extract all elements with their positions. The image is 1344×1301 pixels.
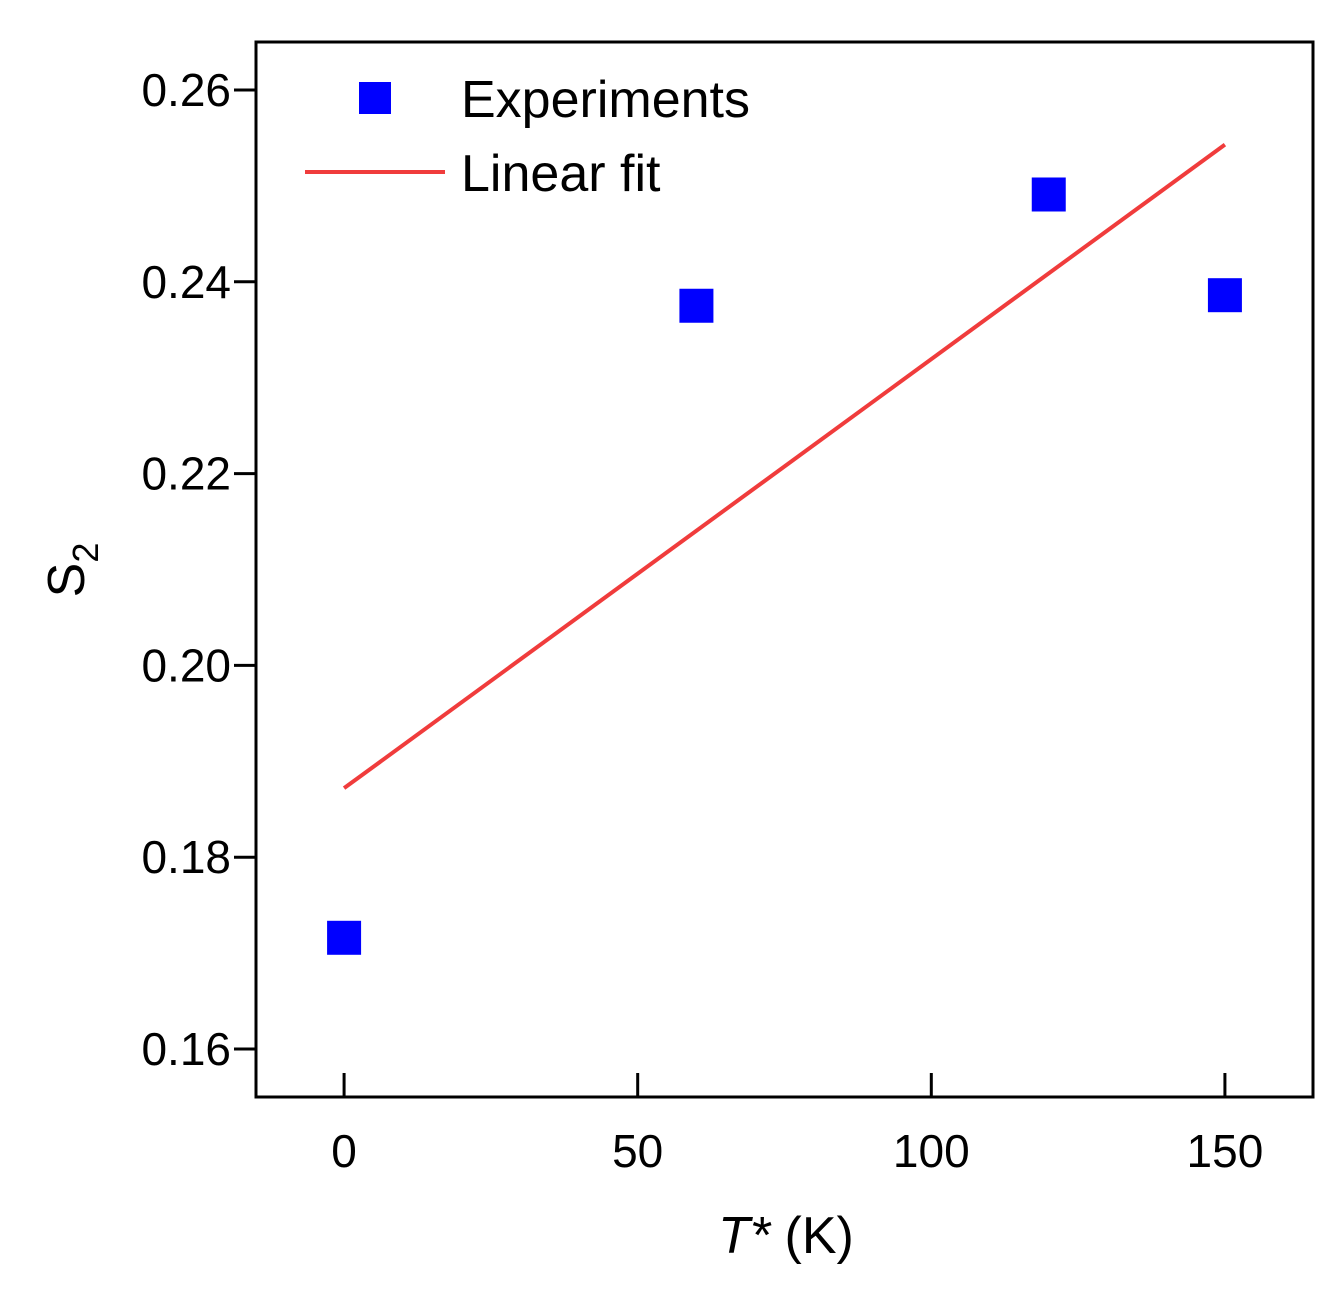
experiment-point	[679, 288, 714, 323]
x-axis-title: T* (K)	[718, 1207, 854, 1265]
y-tick-label: 0.20	[141, 639, 231, 691]
series-layer	[327, 143, 1242, 955]
y-axis-title-main: S	[38, 563, 96, 598]
y-tick-label: 0.26	[141, 64, 231, 116]
y-tick-label: 0.22	[141, 448, 231, 500]
svg-text:S2: S2	[38, 543, 106, 598]
y-tick-label: 0.24	[141, 256, 231, 308]
y-tick-label: 0.18	[141, 831, 231, 883]
x-axis-title-main: T*	[718, 1207, 772, 1265]
experiment-point	[1031, 177, 1066, 212]
legend-marker-experiments	[359, 82, 391, 114]
legend-label-experiments: Experiments	[461, 71, 750, 129]
y-axis-ticks: 0.16 0.18 0.20 0.22 0.24 0.26	[141, 64, 256, 1075]
y-tick-label: 0.16	[141, 1023, 231, 1075]
linear-fit-line	[342, 143, 1227, 790]
plot-frame	[254, 40, 1315, 1099]
legend: Experiments Linear fit	[305, 71, 750, 203]
x-tick-label: 150	[1187, 1125, 1264, 1177]
experiment-point	[1207, 278, 1242, 313]
x-tick-label: 50	[612, 1125, 663, 1177]
experiment-point	[327, 920, 362, 955]
x-tick-label: 100	[893, 1125, 970, 1177]
y-axis-title: S2	[38, 543, 106, 598]
y-axis-title-sub: 2	[65, 543, 106, 563]
legend-label-linear-fit: Linear fit	[461, 145, 661, 203]
x-tick-label: 0	[331, 1125, 357, 1177]
x-axis-ticks: 0 50 100 150	[331, 1073, 1263, 1177]
x-axis-title-unit: (K)	[770, 1207, 854, 1265]
